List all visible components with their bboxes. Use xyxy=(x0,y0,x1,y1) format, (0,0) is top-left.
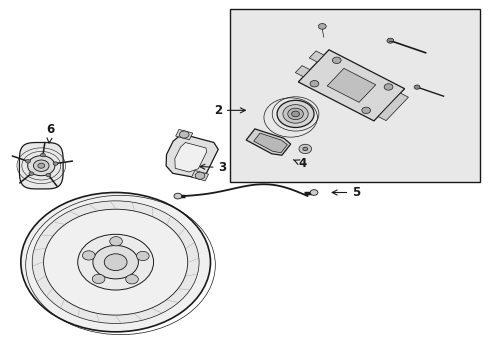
Text: 6: 6 xyxy=(46,123,54,143)
Circle shape xyxy=(33,160,49,171)
Text: 3: 3 xyxy=(200,161,226,174)
Circle shape xyxy=(287,108,303,120)
Circle shape xyxy=(109,237,122,246)
Text: 1: 1 xyxy=(124,255,148,274)
Circle shape xyxy=(309,81,318,87)
Circle shape xyxy=(43,209,187,315)
Polygon shape xyxy=(295,66,309,77)
Circle shape xyxy=(302,147,307,151)
Polygon shape xyxy=(20,143,63,189)
Circle shape xyxy=(93,246,138,279)
Circle shape xyxy=(82,251,95,260)
Circle shape xyxy=(277,100,313,127)
Polygon shape xyxy=(308,51,323,62)
Polygon shape xyxy=(191,171,208,181)
Circle shape xyxy=(361,107,370,113)
Circle shape xyxy=(309,190,317,195)
Text: 2: 2 xyxy=(213,104,245,117)
Circle shape xyxy=(46,173,51,177)
Text: 5: 5 xyxy=(331,186,360,199)
Circle shape xyxy=(195,172,204,179)
Circle shape xyxy=(413,85,419,89)
Polygon shape xyxy=(175,129,192,140)
Circle shape xyxy=(21,193,210,332)
Polygon shape xyxy=(298,50,404,121)
Circle shape xyxy=(174,193,182,199)
Polygon shape xyxy=(175,143,206,172)
Circle shape xyxy=(92,274,105,284)
Circle shape xyxy=(318,23,325,29)
Polygon shape xyxy=(245,129,290,155)
Circle shape xyxy=(298,144,311,154)
Circle shape xyxy=(32,201,199,324)
Polygon shape xyxy=(326,68,375,102)
Circle shape xyxy=(291,111,299,117)
Circle shape xyxy=(25,159,30,163)
Text: 4: 4 xyxy=(293,157,306,170)
Circle shape xyxy=(53,162,58,165)
Circle shape xyxy=(38,163,44,168)
Polygon shape xyxy=(166,134,218,178)
Circle shape xyxy=(41,153,45,157)
Circle shape xyxy=(386,38,393,43)
Polygon shape xyxy=(377,93,407,121)
Circle shape xyxy=(78,234,153,290)
Polygon shape xyxy=(253,133,287,153)
Circle shape xyxy=(179,131,189,138)
Circle shape xyxy=(104,254,127,270)
Circle shape xyxy=(283,105,307,123)
Circle shape xyxy=(136,251,149,261)
Circle shape xyxy=(384,84,392,90)
Circle shape xyxy=(332,57,341,63)
Circle shape xyxy=(125,275,138,284)
Circle shape xyxy=(29,172,34,175)
Bar xyxy=(229,9,479,182)
Circle shape xyxy=(28,156,55,176)
